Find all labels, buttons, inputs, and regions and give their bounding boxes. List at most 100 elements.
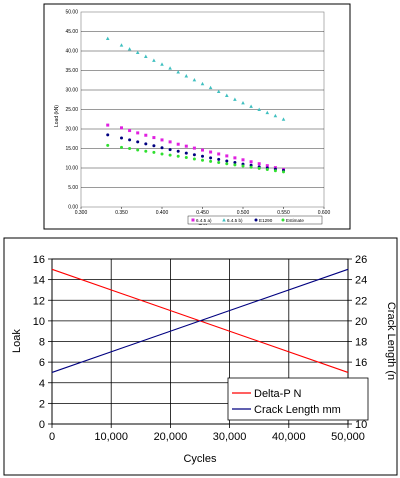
- chart-1-point: [184, 144, 188, 148]
- chart-2-x-tick-label: 0: [49, 431, 55, 443]
- chart-1-load-vs-aw: 0.00 5.00 10.00 15.00 20.00 25.00 30.00 35.00 40…: [43, 3, 351, 230]
- chart-2-x-tick-label: 10,000: [94, 431, 128, 443]
- chart-1-point: [282, 170, 285, 174]
- chart-1-point: [273, 166, 277, 170]
- chart-2-series-lines: [51, 268, 349, 373]
- chart-1-point: [184, 74, 189, 78]
- chart-1-point: [265, 110, 270, 115]
- chart-1-point: [233, 156, 237, 160]
- chart-1-point: [105, 36, 110, 41]
- chart-1-y-tick-label: 50.00: [65, 10, 78, 16]
- chart-1-point: [152, 150, 156, 154]
- chart-2-left-tick-label: 16: [33, 254, 45, 266]
- chart-1-point: [176, 149, 180, 153]
- chart-1-point: [136, 140, 140, 144]
- chart-1-point: [160, 152, 164, 156]
- chart-1-y-tick-label: 0.00: [68, 205, 78, 211]
- chart-1-point: [273, 169, 277, 173]
- chart-1-point: [106, 123, 110, 127]
- chart-2-left-tick-label: 12: [33, 295, 45, 307]
- chart-1-y-tick-label: 40.00: [65, 49, 78, 55]
- chart-2-right-tick-label: 24: [355, 275, 367, 287]
- chart-2-right-tick-label: 20: [355, 316, 367, 328]
- chart-2-left-tick-label: 10: [33, 316, 45, 328]
- chart-1-point: [135, 50, 140, 55]
- chart-2-right-tick-label: 22: [355, 295, 367, 307]
- chart-1-point: [168, 153, 172, 157]
- chart-1-x-tick-label: 0.400: [156, 210, 169, 216]
- chart-1-y-tick-label: 15.00: [65, 146, 78, 152]
- chart-1-point: [241, 158, 245, 162]
- chart-1-point: [217, 161, 221, 165]
- chart-1-point: [249, 104, 253, 108]
- chart-2-left-tick-labels: 0 2 4 6 8 10 12 14 16: [33, 254, 45, 431]
- chart-1-point: [265, 164, 269, 168]
- chart-2-right-tick-label: 10: [355, 419, 367, 431]
- chart-1-legend-marker: [254, 218, 258, 222]
- chart-1-y-tick-labels: 0.00 5.00 10.00 15.00 20.00 25.00 30.00 35.00 40…: [65, 10, 78, 211]
- chart-1-x-tick-label: 0.350: [115, 210, 128, 216]
- chart-1-data-points: [105, 36, 286, 174]
- chart-1-legend-label: E1290: [259, 218, 273, 223]
- chart-1-point: [192, 153, 196, 157]
- chart-1-x-tick-label: 0.600: [318, 210, 331, 216]
- chart-1-point: [128, 129, 132, 133]
- chart-1-point: [201, 154, 204, 158]
- chart-2-left-tick-label: 14: [33, 275, 45, 287]
- chart-2-x-tick-label: 50,000: [331, 431, 365, 443]
- chart-2-left-tick-label: 2: [39, 398, 45, 410]
- chart-1-point: [128, 147, 132, 150]
- chart-2-left-tick-label: 6: [39, 357, 45, 369]
- chart-2-left-tick-label: 8: [39, 337, 45, 349]
- chart-1-point: [257, 166, 261, 170]
- chart-2-right-tick-label: 26: [355, 254, 367, 266]
- chart-1-point: [144, 142, 148, 146]
- chart-1-point: [152, 144, 156, 148]
- chart-1-point: [136, 148, 140, 152]
- chart-2-x-tick-label: 30,000: [213, 431, 247, 443]
- chart-1-point: [144, 149, 148, 153]
- chart-1-point: [152, 58, 156, 62]
- chart-1-point: [249, 165, 253, 169]
- chart-1-x-tick-label: 0.550: [277, 210, 290, 216]
- chart-1-point: [257, 162, 261, 166]
- chart-2-y-axis-label: Loak: [11, 329, 23, 353]
- chart-1-point: [233, 163, 237, 167]
- chart-1-point: [176, 70, 180, 74]
- chart-1-y-tick-label: 45.00: [65, 29, 78, 35]
- chart-2-right-tick-label: 18: [355, 337, 367, 349]
- chart-1-point: [208, 85, 213, 90]
- chart-1-point: [225, 162, 229, 166]
- chart-1-point: [120, 126, 123, 130]
- chart-1-point: [216, 89, 221, 94]
- chart-2-series-line-1: [51, 268, 349, 373]
- chart-1-point: [201, 158, 204, 162]
- chart-1-point: [160, 146, 164, 150]
- chart-1-point: [225, 93, 229, 97]
- chart-1-legend: 6.4.5 a) 6.4.5 b) E1290 Estimate: [187, 215, 323, 225]
- chart-1-point: [120, 145, 123, 149]
- chart-1-legend-marker: [191, 218, 195, 222]
- chart-2-x-tick-label: 40,000: [272, 431, 306, 443]
- chart-2-right-tick-label: 16: [355, 357, 367, 369]
- chart-1-point: [120, 136, 123, 140]
- chart-1-y-tick-label: 30.00: [65, 88, 78, 94]
- chart-1-point: [176, 154, 180, 158]
- chart-1-point: [265, 168, 269, 172]
- chart-1-point: [127, 47, 132, 51]
- chart-1-point: [119, 43, 124, 47]
- chart-1-point: [209, 150, 213, 154]
- chart-1-point: [168, 66, 172, 70]
- chart-1-y-tick-label: 35.00: [65, 68, 78, 74]
- chart-1-legend-label: Estimate: [286, 218, 304, 223]
- chart-1-point: [192, 157, 196, 161]
- chart-1-point: [192, 146, 196, 150]
- chart-1-point: [273, 113, 278, 118]
- chart-2-y2-axis-label: Crack Length (n: [385, 302, 397, 380]
- chart-1-legend-marker: [222, 218, 226, 222]
- chart-1-x-tick-label: 0.450: [196, 210, 209, 216]
- chart-1-point: [233, 97, 237, 101]
- chart-1-point: [241, 164, 245, 168]
- chart-1-point: [217, 157, 221, 161]
- chart-1-point: [128, 138, 132, 142]
